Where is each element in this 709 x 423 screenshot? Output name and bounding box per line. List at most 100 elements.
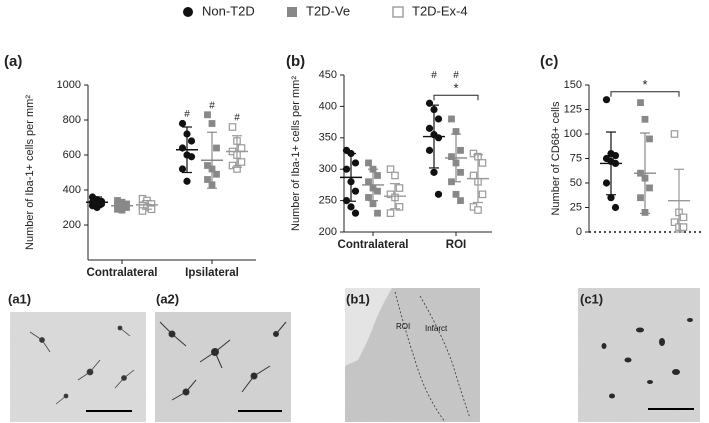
significance-bracket: [433, 94, 479, 101]
data-point: [434, 115, 443, 123]
legend-marker: [183, 7, 193, 17]
y-tick-label: 200: [319, 226, 337, 238]
y-tick-label: 350: [319, 132, 337, 144]
data-point: [386, 165, 395, 174]
data-point: [425, 99, 434, 107]
data-point: [457, 168, 464, 176]
data-point: [457, 197, 464, 204]
y-tick-label: 1000: [57, 79, 81, 91]
panel-label: (c): [540, 53, 558, 70]
legend-label: Non-T2D: [202, 3, 255, 18]
data-point: [478, 190, 487, 199]
data-point: [342, 197, 351, 205]
data-point: [457, 146, 464, 154]
significance-bracket: [610, 91, 680, 97]
data-point: [178, 165, 187, 173]
panel-label: (a): [4, 53, 22, 70]
data-point: [114, 197, 121, 204]
significance-label: *: [642, 77, 647, 92]
micrograph-c1: [578, 288, 700, 422]
x-tick-label: ROI: [446, 239, 466, 251]
annotation: #: [431, 70, 437, 81]
image-label: (b1): [346, 291, 370, 306]
legend-item: T2D-Ex-4: [392, 3, 468, 18]
annotation: #: [184, 109, 190, 120]
micrograph-a2: [155, 312, 291, 422]
data-point: [607, 194, 615, 202]
data-point: [602, 179, 611, 187]
data-point: [452, 128, 460, 135]
y-axis-title: Number of Iba-1+ cells per mm²: [24, 95, 36, 250]
data-point: [434, 134, 443, 142]
y-tick-label: 0: [576, 226, 582, 238]
micrograph-b1: [345, 288, 480, 423]
data-point: [123, 200, 130, 208]
data-point: [347, 203, 355, 211]
data-point: [637, 99, 644, 107]
data-point: [637, 194, 644, 202]
data-point: [187, 137, 196, 145]
y-tick-label: 50: [570, 177, 582, 189]
data-point: [670, 218, 679, 227]
y-tick-label: 150: [564, 79, 582, 91]
data-point: [365, 178, 372, 186]
annotation: #: [209, 100, 215, 111]
data-point: [386, 209, 395, 217]
data-point: [395, 184, 404, 192]
annotation: #: [234, 113, 240, 124]
significance-label: *: [453, 81, 458, 96]
legend-item: T2D-Ve: [287, 3, 350, 18]
data-point: [391, 171, 399, 180]
legend-label: T2D-Ve: [306, 3, 350, 18]
data-point: [118, 206, 126, 214]
data-point: [641, 115, 649, 123]
x-tick-label: Contralateral: [338, 239, 409, 251]
data-point: [469, 171, 478, 180]
image-annotation: Infarct: [425, 324, 448, 333]
y-tick-label: 400: [63, 184, 81, 196]
y-tick-label: 600: [63, 149, 81, 161]
data-point: [448, 153, 455, 161]
y-tick-label: 100: [564, 128, 582, 140]
legend-item: Non-T2D: [183, 3, 255, 18]
data-point: [646, 135, 653, 143]
image-annotation: ROI: [396, 322, 410, 331]
y-tick-label: 400: [319, 100, 337, 112]
data-point: [187, 153, 196, 161]
data-point: [208, 120, 216, 127]
data-point: [425, 146, 434, 154]
y-tick-label: 250: [319, 195, 337, 207]
data-point: [670, 130, 679, 138]
y-axis-title: Number of Iba-1+ cells per mm²: [290, 76, 302, 231]
data-point: [351, 187, 360, 195]
y-tick-label: 75: [570, 152, 582, 164]
data-point: [611, 151, 620, 160]
data-point: [123, 204, 130, 211]
data-point: [434, 190, 443, 198]
data-point: [452, 190, 460, 198]
image-label: (a2): [156, 291, 179, 306]
micrograph-a1: [10, 312, 146, 422]
x-tick-label: Ipsilateral: [185, 267, 239, 279]
data-point: [237, 144, 246, 152]
legend-label: T2D-Ex-4: [412, 3, 468, 18]
data-point: [679, 223, 688, 231]
data-point: [365, 159, 372, 167]
data-point: [351, 159, 360, 167]
data-point: [425, 124, 434, 132]
image-label: (c1): [580, 291, 603, 306]
data-point: [204, 176, 211, 183]
data-point: [213, 144, 220, 152]
y-tick-label: 200: [63, 219, 81, 231]
data-point: [369, 200, 377, 208]
data-point: [430, 168, 438, 176]
data-point: [611, 203, 620, 212]
data-point: [228, 123, 237, 131]
data-point: [646, 184, 653, 192]
panel-label: (b): [286, 53, 305, 70]
data-point: [478, 159, 487, 167]
data-point: [204, 162, 211, 169]
data-point: [178, 144, 187, 152]
data-point: [602, 96, 611, 104]
